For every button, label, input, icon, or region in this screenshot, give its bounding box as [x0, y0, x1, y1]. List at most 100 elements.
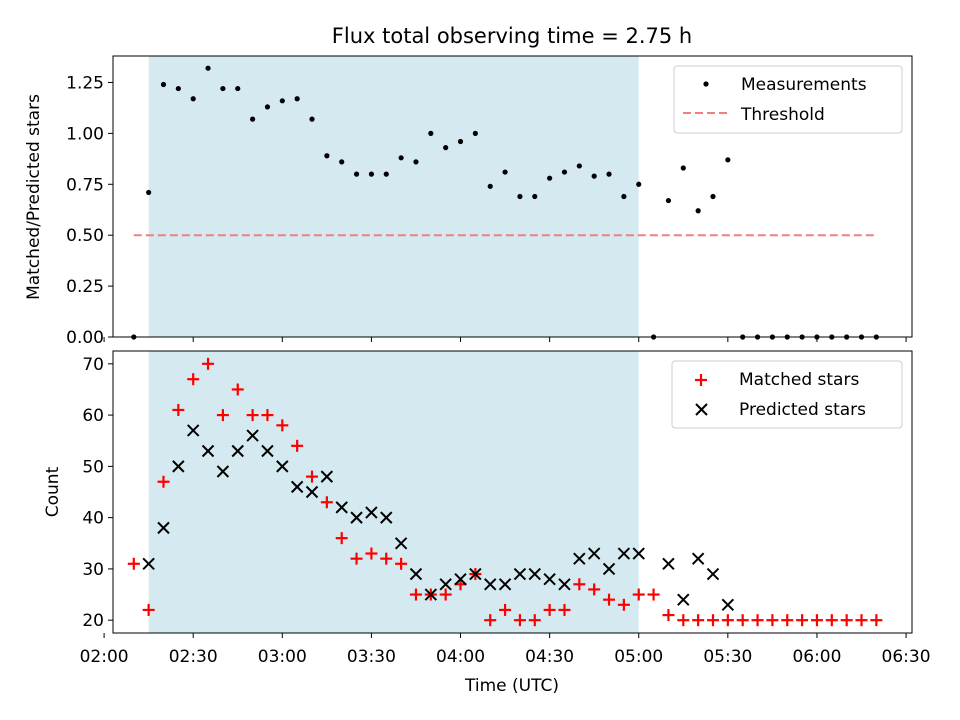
legend-predicted-label: Predicted stars: [739, 400, 866, 420]
top-y-axis-label: Matched/Predicted stars: [24, 94, 44, 300]
measurement-point: [443, 145, 449, 151]
legend-predicted-marker: [695, 403, 708, 416]
matched-star-point: [721, 614, 734, 627]
top-y-ticks: 0.00 0.25 0.50 0.75 1.00 1.25: [66, 73, 113, 348]
matched-star-point: [261, 409, 274, 422]
matched-star-point: [172, 403, 185, 416]
top-axes-frame: [112, 55, 913, 338]
measurement-point: [368, 171, 375, 177]
measurement-point: [606, 171, 612, 177]
measurement-point: [339, 159, 345, 165]
matched-star-point: [276, 419, 289, 432]
legend-measurements-marker: [703, 81, 709, 87]
matched-star-point: [395, 557, 408, 570]
bottom-y-axis-label: Count: [43, 466, 63, 517]
matched-star-point: [736, 614, 749, 627]
predicted-star-point: [231, 444, 244, 458]
predicted-star-point: [587, 547, 601, 560]
top-x-ticks: [103, 337, 907, 342]
predicted-star-point: [662, 557, 675, 570]
predicted-star-point: [558, 578, 571, 591]
bottom-x-tick-label: 02:30: [169, 647, 218, 667]
predicted-star-point: [172, 460, 185, 473]
matched-star-point: [499, 603, 512, 616]
predicted-star-point: [602, 562, 616, 576]
top-legend-box: [673, 65, 903, 134]
matched-star-point: [142, 603, 155, 616]
matched-star-point: [796, 614, 809, 627]
legend-matched-marker: [695, 374, 707, 386]
predicted-star-point: [290, 480, 304, 494]
predicted-star-point: [677, 593, 690, 606]
bottom-y-tick-label: 60: [82, 406, 104, 426]
matched-star-point: [766, 614, 779, 627]
matched-star-point: [484, 614, 497, 627]
matched-star-point: [825, 614, 838, 627]
top-y-tick-label: 1.25: [66, 73, 104, 93]
matched-star-point: [246, 409, 259, 422]
measurement-point: [428, 130, 434, 136]
predicted-star-point: [721, 598, 735, 612]
measurement-point: [383, 171, 389, 177]
bottom-legend-box: [671, 360, 903, 429]
measurement-point: [457, 138, 464, 145]
predicted-star-point: [573, 552, 586, 565]
measurement-point: [576, 163, 582, 169]
predicted-star-point: [632, 547, 645, 560]
measurement-point: [591, 173, 597, 179]
matched-star-point: [157, 475, 170, 488]
predicted-star-point: [246, 429, 259, 442]
measurement-point: [665, 197, 672, 204]
measurement-point: [146, 189, 152, 196]
measurement-point: [413, 159, 419, 165]
bottom-y-tick-label: 40: [82, 509, 104, 529]
top-y-tick-label: 0.75: [66, 175, 104, 195]
predicted-star-point: [409, 567, 423, 581]
measurement-point: [398, 155, 404, 161]
predicted-star-point: [320, 470, 334, 483]
predicted-star-point: [261, 444, 274, 458]
measurement-point: [621, 193, 627, 200]
matched-star-point: [810, 614, 823, 627]
matched-star-point: [216, 409, 229, 422]
matched-star-point: [617, 598, 630, 611]
chart-title: Flux total observing time = 2.75 h: [332, 24, 692, 48]
bottom-x-tick-label: 03:00: [258, 647, 307, 667]
bottom-series: [127, 357, 883, 627]
predicted-star-point: [513, 567, 527, 581]
predicted-star-point: [543, 572, 556, 586]
matched-star-point: [439, 588, 452, 601]
predicted-star-point: [454, 572, 467, 586]
matched-star-point: [751, 614, 764, 627]
predicted-star-point: [350, 511, 363, 524]
legend-measurements-label: Measurements: [741, 75, 867, 95]
bottom-y-tick-label: 20: [82, 611, 104, 631]
predicted-star-point: [142, 557, 155, 570]
top-shaded-interval: [148, 56, 639, 337]
matched-star-point: [603, 593, 616, 606]
predicted-star-point: [691, 552, 705, 565]
measurement-point: [294, 96, 300, 102]
matched-star-point: [573, 578, 586, 591]
measurement-point: [235, 85, 241, 92]
matched-star-point: [365, 547, 378, 560]
matched-star-point: [677, 614, 690, 627]
measurement-point: [160, 81, 167, 88]
measurement-point: [250, 116, 256, 122]
bottom-panel: 20 30 40 50 60 70 02:00 02:30 03:00 03:30 04:00 04…: [43, 350, 931, 696]
matched-star-point: [543, 603, 556, 616]
measurement-point: [561, 169, 568, 175]
matched-star-point: [870, 614, 883, 627]
matched-star-point: [350, 552, 363, 565]
matched-star-point: [692, 614, 705, 627]
predicted-star-point: [484, 578, 497, 591]
matched-star-point: [528, 614, 541, 627]
predicted-star-point: [469, 567, 482, 581]
bottom-y-tick-label: 70: [82, 355, 104, 375]
measurement-point: [680, 165, 686, 171]
bottom-x-ticks: 02:00 02:30 03:00 03:30 04:00 04:30 05:00 05:30…: [80, 633, 931, 667]
bottom-legend: Matched stars Predicted stars: [671, 360, 903, 429]
bottom-y-ticks: 20 30 40 50 60 70: [82, 355, 113, 631]
measurement-point: [175, 85, 181, 92]
legend-matched-label: Matched stars: [739, 370, 859, 390]
